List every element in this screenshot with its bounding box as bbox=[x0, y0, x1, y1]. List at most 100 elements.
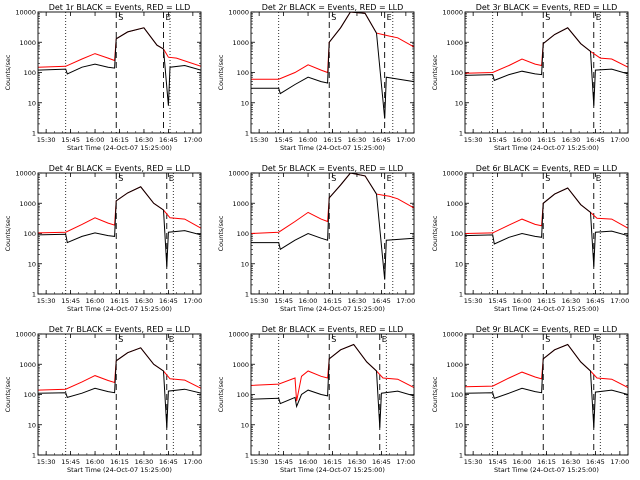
plot-frame bbox=[464, 333, 629, 456]
x-tick-label: 16:00 bbox=[299, 458, 318, 466]
x-tick-label: 16:45 bbox=[372, 136, 391, 144]
x-tick-label: 17:00 bbox=[610, 458, 629, 466]
y-tick-label: 10000 bbox=[442, 170, 463, 178]
event-marker-label: E bbox=[166, 13, 171, 22]
y-tick-label: 10 bbox=[28, 99, 36, 107]
y-tick-label: 1 bbox=[245, 130, 249, 138]
plot-frame bbox=[250, 11, 415, 134]
y-tick-label: 10 bbox=[455, 99, 463, 107]
x-axis-label: Start Time (24-Oct-07 15:25:00) bbox=[280, 144, 385, 152]
x-axis-label: Start Time (24-Oct-07 15:25:00) bbox=[494, 466, 599, 474]
y-tick-label: 1000 bbox=[232, 39, 249, 47]
x-tick-label: 16:00 bbox=[513, 458, 532, 466]
x-tick-label: 16:30 bbox=[562, 136, 581, 144]
x-tick-label: 15:45 bbox=[61, 136, 80, 144]
x-tick-label: 17:00 bbox=[396, 136, 415, 144]
lld-series-line bbox=[465, 343, 628, 388]
x-axis-label: Start Time (24-Oct-07 15:25:00) bbox=[494, 305, 599, 313]
y-axis-label: Counts/sec bbox=[431, 376, 439, 412]
panel-title: Det 6r BLACK = Events, RED = LLD bbox=[476, 164, 618, 173]
y-tick-label: 10000 bbox=[15, 9, 36, 17]
events-series-line bbox=[251, 173, 414, 280]
event-marker-label: E bbox=[169, 174, 174, 183]
x-tick-label: 16:30 bbox=[348, 458, 367, 466]
events-series-line bbox=[465, 27, 628, 106]
x-tick-label: 16:45 bbox=[586, 297, 605, 305]
lld-series-line bbox=[38, 186, 201, 234]
event-marker-label: S bbox=[331, 335, 336, 344]
event-marker-label: S bbox=[545, 174, 550, 183]
x-tick-label: 17:00 bbox=[396, 458, 415, 466]
x-tick-label: 17:00 bbox=[183, 458, 202, 466]
detector-panel-1: Det 1r BLACK = Events, RED = LLD Counts/s… bbox=[4, 3, 202, 152]
y-tick-label: 100 bbox=[24, 230, 36, 238]
y-tick-label: 1 bbox=[32, 130, 36, 138]
y-tick-label: 100 bbox=[24, 69, 36, 77]
event-marker-label: S bbox=[331, 13, 336, 22]
y-tick-label: 1000 bbox=[232, 200, 249, 208]
y-tick-label: 100 bbox=[451, 69, 463, 77]
x-tick-label: 16:45 bbox=[372, 297, 391, 305]
detector-panel-3: Det 3r BLACK = Events, RED = LLD Counts/s… bbox=[431, 3, 629, 152]
y-tick-label: 100 bbox=[451, 391, 463, 399]
event-marker-label: S bbox=[118, 13, 123, 22]
y-tick-label: 1000 bbox=[19, 361, 36, 369]
detector-panel-8: Det 8r BLACK = Events, RED = LLD Counts/s… bbox=[217, 325, 415, 474]
x-tick-label: 17:00 bbox=[183, 297, 202, 305]
x-tick-label: 16:00 bbox=[86, 136, 105, 144]
x-tick-label: 15:30 bbox=[37, 458, 56, 466]
y-axis-label: Counts/sec bbox=[217, 215, 225, 251]
event-marker-label: S bbox=[118, 335, 123, 344]
x-axis-label: Start Time (24-Oct-07 15:25:00) bbox=[280, 466, 385, 474]
x-tick-label: 16:15 bbox=[537, 136, 556, 144]
y-tick-label: 1000 bbox=[446, 361, 463, 369]
y-tick-label: 1 bbox=[459, 130, 463, 138]
events-series-line bbox=[38, 186, 201, 267]
y-tick-label: 10000 bbox=[228, 170, 249, 178]
x-tick-label: 16:30 bbox=[135, 136, 154, 144]
y-axis-label: Counts/sec bbox=[431, 215, 439, 251]
x-tick-label: 15:45 bbox=[488, 458, 507, 466]
events-series-line bbox=[38, 347, 201, 428]
y-tick-label: 10 bbox=[28, 260, 36, 268]
x-tick-label: 15:45 bbox=[274, 136, 293, 144]
x-tick-label: 15:45 bbox=[488, 136, 507, 144]
y-axis-label: Counts/sec bbox=[217, 54, 225, 90]
x-tick-label: 16:15 bbox=[110, 297, 129, 305]
y-tick-label: 1 bbox=[459, 291, 463, 299]
lld-series-line bbox=[251, 12, 414, 80]
y-tick-label: 100 bbox=[451, 230, 463, 238]
detector-panel-9: Det 9r BLACK = Events, RED = LLD Counts/s… bbox=[431, 325, 629, 474]
x-tick-label: 16:30 bbox=[348, 136, 367, 144]
x-tick-label: 16:00 bbox=[299, 297, 318, 305]
y-tick-label: 10000 bbox=[228, 9, 249, 17]
x-tick-label: 16:45 bbox=[159, 458, 178, 466]
x-tick-label: 16:45 bbox=[159, 297, 178, 305]
plot-frame bbox=[464, 172, 629, 295]
x-tick-label: 15:30 bbox=[37, 297, 56, 305]
y-tick-label: 10000 bbox=[15, 331, 36, 339]
plot-frame bbox=[37, 11, 202, 134]
events-series-line bbox=[251, 12, 414, 119]
x-axis-label: Start Time (24-Oct-07 15:25:00) bbox=[67, 305, 172, 313]
plot-frame bbox=[37, 172, 202, 295]
x-tick-label: 16:00 bbox=[86, 458, 105, 466]
events-series-line bbox=[38, 27, 201, 106]
x-tick-label: 15:30 bbox=[250, 458, 269, 466]
panel-title: Det 8r BLACK = Events, RED = LLD bbox=[262, 325, 404, 334]
y-tick-label: 100 bbox=[237, 391, 249, 399]
x-axis-label: Start Time (24-Oct-07 15:25:00) bbox=[67, 466, 172, 474]
panel-title: Det 7r BLACK = Events, RED = LLD bbox=[49, 325, 191, 334]
y-tick-label: 10 bbox=[455, 260, 463, 268]
x-tick-label: 15:45 bbox=[274, 297, 293, 305]
x-axis-label: Start Time (24-Oct-07 15:25:00) bbox=[67, 144, 172, 152]
x-tick-label: 16:30 bbox=[562, 297, 581, 305]
panel-title: Det 4r BLACK = Events, RED = LLD bbox=[49, 164, 191, 173]
x-tick-label: 15:30 bbox=[250, 297, 269, 305]
x-tick-label: 16:15 bbox=[537, 458, 556, 466]
events-series-line bbox=[465, 343, 628, 428]
panel-title: Det 9r BLACK = Events, RED = LLD bbox=[476, 325, 618, 334]
x-tick-label: 15:45 bbox=[488, 297, 507, 305]
lld-series-line bbox=[465, 187, 628, 234]
